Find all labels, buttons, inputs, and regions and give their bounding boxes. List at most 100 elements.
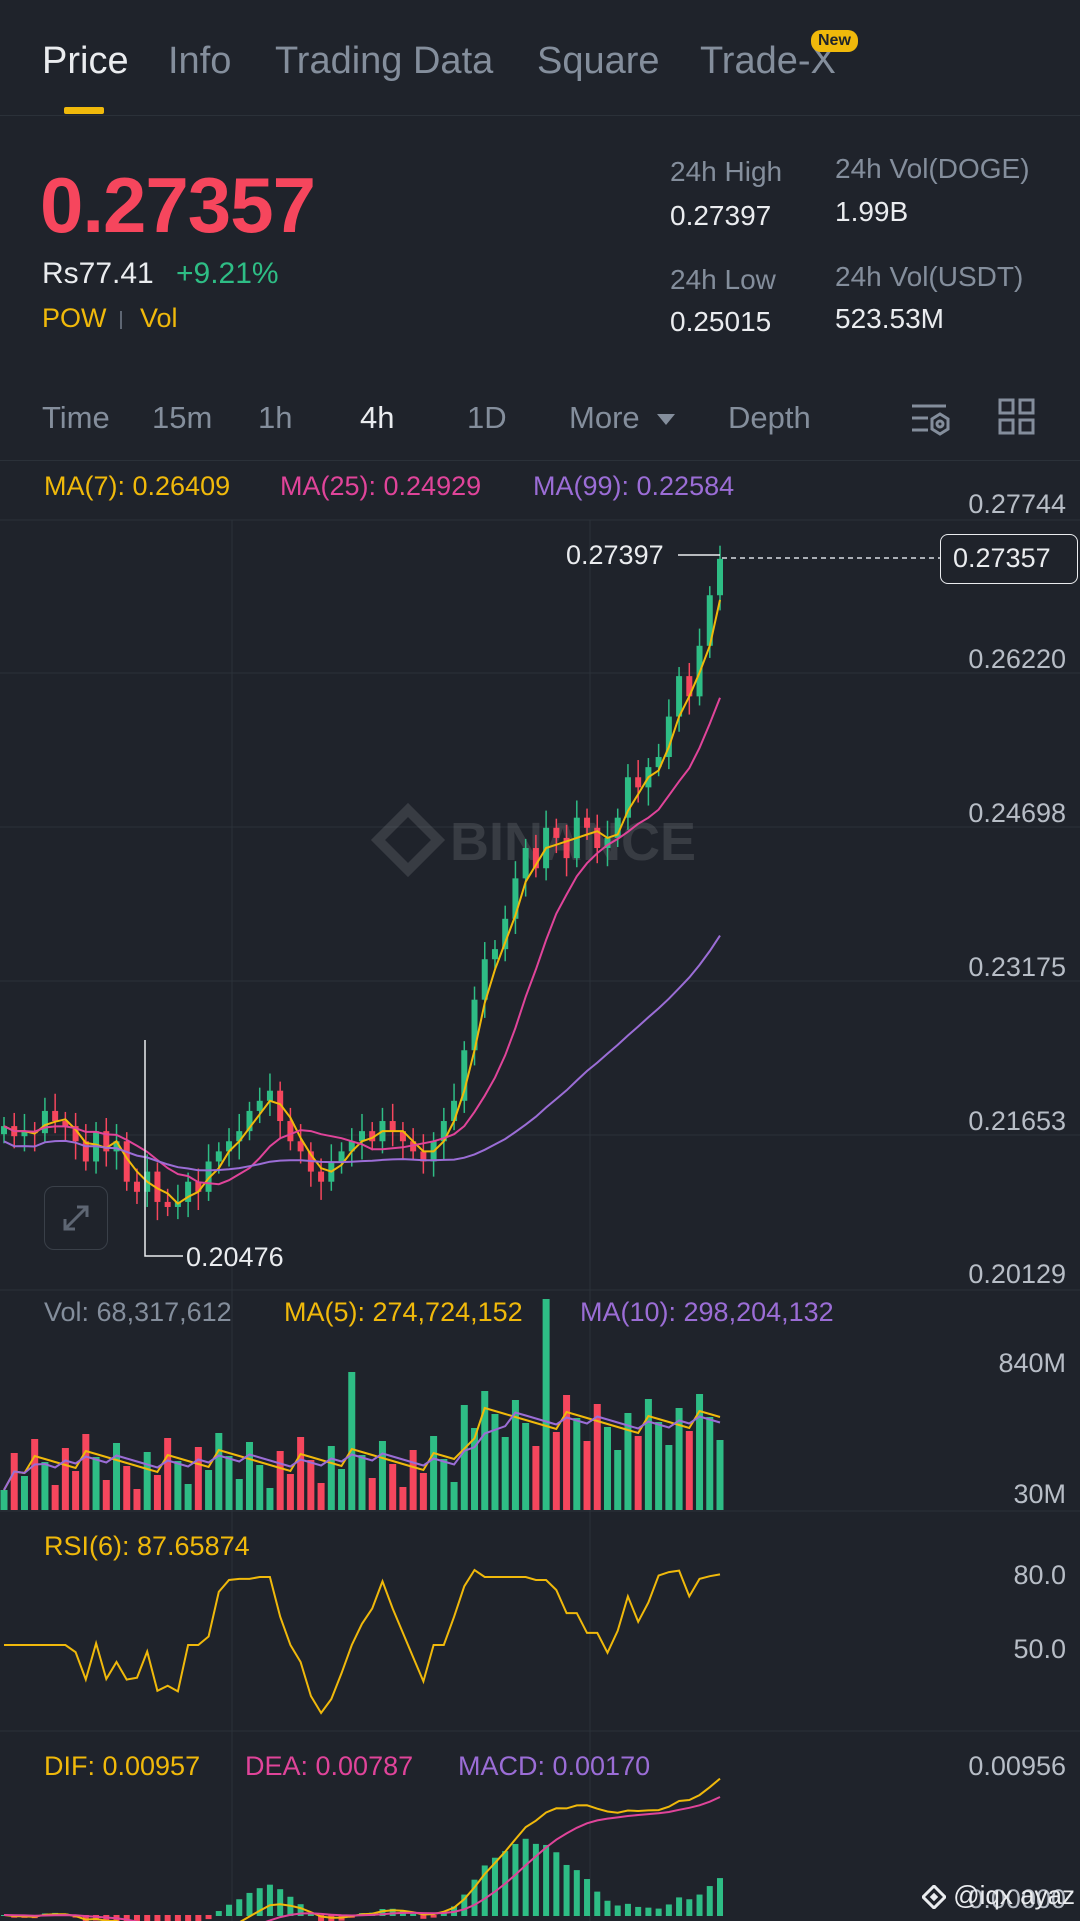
volume-bar (696, 1394, 704, 1510)
ma99-label: MA(99): 0.22584 (533, 471, 735, 501)
rsi-axis-80: 80.0 (1013, 1560, 1066, 1590)
volume-bar (501, 1437, 509, 1510)
volume-bar (358, 1455, 366, 1510)
volume-bar (164, 1438, 172, 1510)
volume-bar (665, 1445, 673, 1510)
interval-more[interactable]: More (569, 400, 676, 436)
volume-bar (644, 1399, 652, 1510)
candle-body (123, 1141, 130, 1182)
vol-doge-label: 24h Vol(DOGE) (835, 153, 1030, 184)
macd-histogram-bar (717, 1878, 723, 1916)
candle-body (614, 817, 621, 838)
low-marker-line (144, 1040, 183, 1257)
interval-1d[interactable]: 1D (467, 400, 507, 435)
interval-1h[interactable]: 1h (258, 400, 293, 435)
chart-canvas[interactable]: BINANCE (0, 460, 1080, 1921)
volume-bar (583, 1441, 591, 1510)
tag-vol[interactable]: Vol (140, 303, 178, 333)
volume-bar (82, 1434, 90, 1510)
macd-histogram-bar (297, 1904, 304, 1916)
candle-body (72, 1126, 79, 1142)
ma25-line (3, 697, 721, 1186)
binance-watermark: BINANCE (370, 802, 696, 878)
volume-bar (51, 1485, 59, 1510)
volume-bar (10, 1453, 18, 1510)
macd-histogram-bar (133, 1915, 140, 1921)
volume-bar (481, 1391, 489, 1510)
candle-body (399, 1131, 406, 1142)
macd-histogram-bar (93, 1915, 100, 1921)
macd-histogram-bar (471, 1879, 478, 1916)
low-marker-label: 0.20476 (186, 1242, 284, 1272)
candle-body (502, 918, 509, 950)
tab-price[interactable]: Price (42, 40, 129, 82)
volume-bar (522, 1423, 530, 1510)
volume-bar (389, 1464, 397, 1510)
candle-body (706, 595, 713, 646)
macd-histogram-bar (226, 1904, 233, 1916)
fiat-price: Rs77.41 (42, 257, 154, 290)
volume-bar (215, 1433, 223, 1510)
volume-bar (102, 1480, 110, 1510)
macd-histogram-bar (624, 1903, 631, 1916)
tab-square[interactable]: Square (537, 40, 660, 82)
candle-body (113, 1141, 120, 1152)
macd-histogram-bar (430, 1915, 437, 1918)
candle-body (563, 837, 570, 859)
volume-bar (20, 1476, 28, 1510)
macd-dea-label: DEA: 0.00787 (245, 1751, 414, 1781)
volume-bar (266, 1488, 274, 1510)
price-change-percent: +9.21% (176, 257, 279, 290)
interval-depth[interactable]: Depth (728, 400, 811, 435)
candle-body (491, 949, 498, 960)
macd-histogram-bar (379, 1909, 386, 1916)
macd-dea-line (3, 1796, 721, 1921)
credit-text: @iqx ayaz (953, 1880, 1076, 1910)
interval-time[interactable]: Time (42, 400, 110, 435)
volume-bar (205, 1470, 213, 1510)
interval-15m[interactable]: 15m (152, 400, 213, 435)
current-price-tag-value: 0.27357 (953, 543, 1051, 573)
candle-body (420, 1151, 427, 1162)
rsi-label: RSI(6): 87.65874 (44, 1531, 250, 1561)
tag-pow[interactable]: POW (42, 303, 107, 333)
volume-bar (348, 1372, 356, 1510)
macd-histogram-bar (491, 1857, 498, 1916)
volume-bar (552, 1432, 560, 1510)
candle-body (584, 817, 591, 828)
layout-grid-icon[interactable] (998, 398, 1036, 436)
macd-histogram-bar (686, 1899, 693, 1916)
y-axis-tick: 0.20129 (968, 1259, 1066, 1289)
macd-histogram-bar (512, 1843, 519, 1916)
high-24h-label: 24h High (670, 156, 783, 187)
tab-info[interactable]: Info (168, 40, 232, 82)
candle-body (665, 716, 672, 758)
macd-histogram-bar (420, 1915, 427, 1919)
tab-trading-data[interactable]: Trading Data (275, 40, 494, 82)
caret-down-icon (657, 413, 676, 425)
ma25-label: MA(25): 0.24929 (280, 471, 482, 501)
fullscreen-button[interactable] (44, 1186, 108, 1250)
macd-histogram-bar (318, 1915, 325, 1921)
macd-histogram-bar (215, 1911, 222, 1916)
candle-body (686, 676, 693, 697)
macd-histogram-bar (614, 1905, 621, 1916)
interval-4h[interactable]: 4h (360, 400, 395, 435)
macd-histogram-bar (573, 1870, 580, 1916)
candle-body (318, 1171, 325, 1182)
candle-body (82, 1141, 89, 1162)
binance-logo-icon (920, 1884, 948, 1911)
volume-ma10-line (3, 1411, 721, 1491)
volume-bar (245, 1442, 253, 1510)
candle-body (338, 1151, 345, 1162)
macd-histogram-bar (461, 1894, 468, 1916)
candle-body (297, 1141, 304, 1152)
volume-bar (184, 1484, 192, 1510)
volume-bar (450, 1482, 458, 1510)
candle-body (185, 1181, 192, 1202)
macd-histogram-bar (440, 1912, 447, 1916)
macd-histogram-bar (522, 1838, 529, 1916)
indicator-settings-icon[interactable] (910, 398, 952, 440)
macd-value-label: MACD: 0.00170 (458, 1751, 651, 1781)
volume-bar (327, 1446, 335, 1510)
